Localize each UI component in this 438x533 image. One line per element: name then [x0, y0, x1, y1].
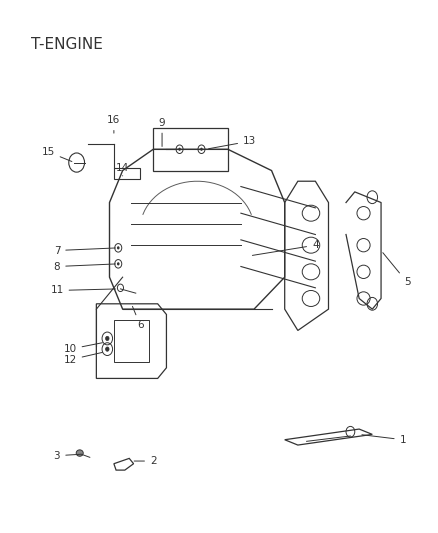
Circle shape: [117, 246, 120, 249]
Circle shape: [106, 336, 109, 341]
Text: 9: 9: [159, 118, 166, 147]
Text: 16: 16: [107, 115, 120, 133]
Text: 12: 12: [64, 352, 102, 365]
Text: 14: 14: [116, 163, 129, 176]
Text: 2: 2: [134, 456, 157, 466]
Text: 13: 13: [208, 136, 256, 149]
Circle shape: [117, 262, 120, 265]
Text: 11: 11: [50, 286, 116, 295]
Circle shape: [178, 148, 181, 151]
Text: 1: 1: [362, 435, 406, 445]
Text: 4: 4: [252, 240, 319, 255]
Text: 3: 3: [53, 451, 81, 461]
Text: 8: 8: [53, 262, 116, 271]
Text: 10: 10: [64, 343, 102, 354]
Text: 15: 15: [42, 147, 72, 161]
Text: 6: 6: [132, 306, 144, 330]
Ellipse shape: [76, 450, 83, 456]
Text: 5: 5: [383, 253, 411, 287]
Circle shape: [106, 347, 109, 351]
Text: T-ENGINE: T-ENGINE: [31, 37, 102, 52]
Circle shape: [200, 148, 203, 151]
Text: 7: 7: [53, 246, 116, 255]
